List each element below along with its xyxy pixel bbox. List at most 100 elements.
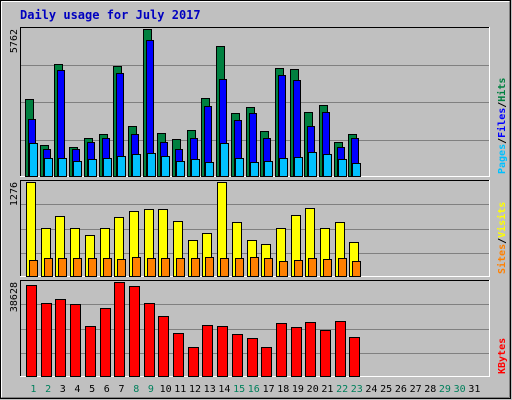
- y-max-label: 38628: [9, 282, 20, 312]
- bar-kbytes: [247, 338, 258, 377]
- bar-pages: [58, 158, 67, 177]
- bar-pages: [205, 162, 214, 177]
- legend-entry: /: [497, 138, 508, 144]
- x-tick-label: 12: [189, 384, 201, 395]
- bar-kbytes: [276, 323, 287, 377]
- bar-sites: [88, 258, 97, 277]
- bar-sites: [338, 258, 347, 277]
- bar-pages: [117, 156, 126, 177]
- series-kbytes: [26, 282, 360, 377]
- x-axis-labels: 1 2 3 4 5 6 7 8 9 10 11 12 13 14 15 16 17 18 19 20 21 22 23 24 2…: [30, 384, 480, 395]
- bar-sites: [279, 261, 288, 277]
- bar-sites: [103, 258, 112, 277]
- bar-sites: [132, 257, 141, 277]
- series-visits: [26, 182, 359, 277]
- bar-pages: [338, 159, 347, 177]
- x-tick-label: 19: [292, 384, 304, 395]
- legend-entry: /: [497, 238, 508, 244]
- x-tick-label: 3: [60, 384, 66, 395]
- x-tick-label: 31: [468, 384, 480, 395]
- panel-sites-visits: 1276 Sites/Visits: [9, 180, 508, 277]
- x-tick-label: 8: [133, 384, 139, 395]
- bar-sites: [264, 258, 273, 277]
- bar-kbytes: [202, 325, 213, 377]
- x-tick-label: 4: [74, 384, 80, 395]
- bar-sites: [44, 258, 53, 277]
- x-tick-label: 14: [218, 384, 230, 395]
- series-sites: [29, 257, 361, 277]
- bar-pages: [294, 157, 303, 177]
- chart-title: Daily usage for July 2017: [20, 8, 201, 22]
- panel-legend: Sites/Visits: [496, 202, 508, 274]
- bar-sites: [29, 260, 38, 277]
- bar-kbytes: [232, 334, 243, 377]
- bar-pages: [132, 154, 141, 177]
- bar-pages: [73, 161, 82, 177]
- x-tick-label: 9: [148, 384, 154, 395]
- bar-sites: [235, 258, 244, 277]
- bar-pages: [323, 154, 332, 177]
- x-tick-label: 6: [104, 384, 110, 395]
- x-tick-label: 18: [277, 384, 289, 395]
- legend-entry: /: [497, 102, 508, 108]
- bar-pages: [264, 161, 273, 177]
- x-tick-label: 27: [410, 384, 422, 395]
- bar-kbytes: [188, 347, 199, 377]
- legend-entry: Sites: [496, 244, 508, 274]
- bar-sites: [176, 258, 185, 277]
- bar-kbytes: [173, 333, 184, 377]
- bar-kbytes: [335, 321, 346, 377]
- panel-legend: KBytes: [497, 338, 508, 374]
- x-tick-label: 16: [248, 384, 260, 395]
- x-tick-label: 20: [307, 384, 319, 395]
- legend-entry: Files: [496, 108, 508, 138]
- panel-kbytes: 38628 KBytes: [9, 280, 508, 377]
- legend-entry: Visits: [496, 202, 508, 238]
- bar-pages: [147, 153, 156, 177]
- bar-kbytes: [349, 337, 360, 377]
- legend-entry: Hits: [496, 78, 508, 102]
- bar-kbytes: [114, 282, 125, 377]
- bar-sites: [323, 259, 332, 277]
- bar-sites: [220, 258, 229, 277]
- x-tick-label: 15: [233, 384, 245, 395]
- bar-kbytes: [41, 303, 52, 377]
- bar-sites: [147, 258, 156, 277]
- bar-kbytes: [144, 303, 155, 377]
- x-tick-label: 29: [439, 384, 451, 395]
- bar-pages: [88, 159, 97, 177]
- chart-panels: 5762Pages/Files/Hits1276Sites/Visits3862…: [9, 27, 508, 377]
- panel-legend: Pages/Files/Hits: [496, 78, 508, 174]
- bar-pages: [220, 143, 229, 177]
- bar-sites: [58, 258, 67, 277]
- bar-sites: [250, 257, 259, 277]
- bar-pages: [352, 163, 361, 177]
- bar-sites: [308, 258, 317, 277]
- x-tick-label: 22: [336, 384, 348, 395]
- bar-kbytes: [85, 326, 96, 377]
- x-tick-label: 24: [365, 384, 377, 395]
- x-tick-label: 7: [118, 384, 124, 395]
- bar-kbytes: [291, 327, 302, 377]
- y-max-label: 1276: [9, 182, 20, 206]
- bar-pages: [235, 158, 244, 177]
- bar-kbytes: [55, 299, 66, 377]
- bar-sites: [117, 259, 126, 277]
- x-tick-label: 2: [45, 384, 51, 395]
- bar-sites: [73, 258, 82, 277]
- bar-kbytes: [158, 316, 169, 377]
- bar-pages: [161, 156, 170, 177]
- bar-kbytes: [320, 330, 331, 377]
- x-tick-label: 30: [454, 384, 466, 395]
- bar-sites: [161, 258, 170, 277]
- bar-kbytes: [305, 322, 316, 377]
- bar-pages: [279, 158, 288, 177]
- bar-pages: [308, 152, 317, 177]
- bar-kbytes: [70, 304, 81, 377]
- bar-sites: [205, 257, 214, 277]
- legend-entry: KBytes: [497, 338, 508, 374]
- x-tick-label: 10: [160, 384, 172, 395]
- bar-pages: [29, 143, 38, 177]
